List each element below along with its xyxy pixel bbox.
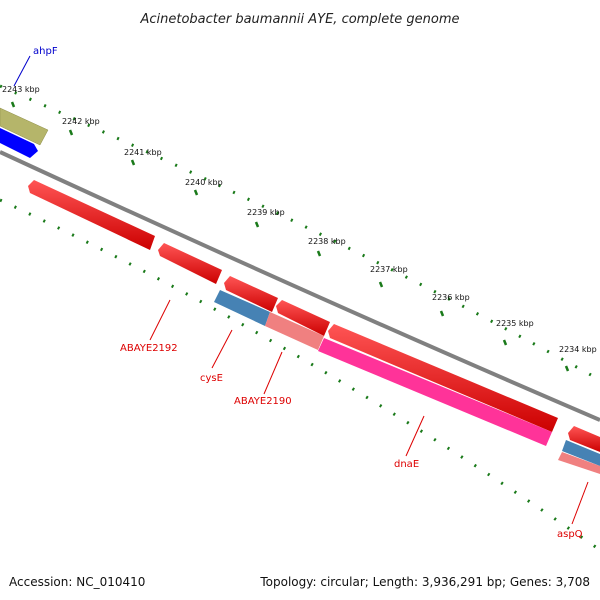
tick-label: 2234 kbp [559,345,597,354]
tick-label: 2239 kbp [247,208,285,217]
tick-label: 2241 kbp [124,148,162,157]
gene-label-ABAYE2192: ABAYE2192 [120,343,178,354]
genome-backbone [0,150,600,422]
tick-label: 2240 kbp [185,178,223,187]
gene-cysE-feature [214,290,270,326]
gene-label-cysE: cysE [200,373,223,384]
gene-aspQ-steel-feature [562,440,600,466]
cysE-callout [211,329,233,369]
genome-summary-label: Topology: circular; Length: 3,936,291 bp… [259,575,590,589]
dnaE-callout [405,415,425,457]
gene-ABAYE2192-feature [28,180,155,250]
gene-label-ahpF: ahpF [33,46,58,57]
tick-label: 2237 kbp [370,265,408,274]
gene-aspQ-feature [558,452,600,474]
outer-major-ticks [10,101,570,372]
accession-label: Accession: NC_010410 [9,575,145,589]
gene-callouts [13,55,589,525]
forward-strand [0,107,49,158]
inner-tick-track [0,198,600,552]
gene-ABAYE2190-red-feature [276,300,330,336]
aspQ-callout [571,481,589,525]
gene-dnaE-feature [318,338,552,446]
tick-label: 2238 kbp [308,237,346,246]
gene-dnaE-red-feature [328,324,558,432]
gene-label-dnaE: dnaE [394,459,419,470]
tick-labels: 2243 kbp 2242 kbp 2241 kbp 2240 kbp 2239… [2,85,597,354]
gene-label-aspQ: aspQ [557,529,583,540]
tick-label: 2242 kbp [62,117,100,126]
gene-label-ABAYE2190: ABAYE2190 [234,396,292,407]
map-title: Acinetobacter baumannii AYE, complete ge… [139,12,459,27]
gene-ABAYE2190-feature [265,312,324,350]
ABAYE2190-callout [263,351,283,395]
tick-label: 2235 kbp [496,319,534,328]
reverse-strand [28,180,600,474]
gene-aspQ-red-feature [568,426,600,452]
ABAYE2192-callout [149,299,171,341]
ahpF-callout [13,55,31,87]
tick-label: 2243 kbp [2,85,40,94]
cds-blue-feature [0,128,38,158]
cds-olive-feature [0,107,49,146]
gene-ABAYE2191-feature [158,243,222,284]
gene-cysE-red-feature [224,276,278,312]
tick-label: 2236 kbp [432,293,470,302]
